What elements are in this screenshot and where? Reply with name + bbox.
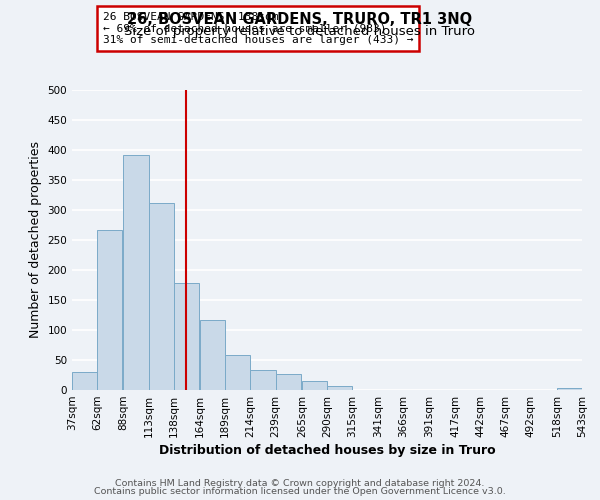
Bar xyxy=(225,355,250,390)
X-axis label: Distribution of detached houses by size in Truro: Distribution of detached houses by size … xyxy=(158,444,496,457)
Bar xyxy=(97,230,122,390)
Bar xyxy=(327,386,352,390)
Bar xyxy=(557,388,582,390)
Text: 26, BOSVEAN GARDENS, TRURO, TR1 3NQ: 26, BOSVEAN GARDENS, TRURO, TR1 3NQ xyxy=(127,12,473,28)
Text: Contains public sector information licensed under the Open Government Licence v3: Contains public sector information licen… xyxy=(94,487,506,496)
Bar xyxy=(250,370,275,390)
Bar xyxy=(275,374,301,390)
Text: Size of property relative to detached houses in Truro: Size of property relative to detached ho… xyxy=(125,25,476,38)
Bar xyxy=(124,156,149,390)
Bar xyxy=(302,381,327,390)
Text: 26 BOSVEAN GARDENS: 138sqm
← 69% of detached houses are smaller (983)
31% of sem: 26 BOSVEAN GARDENS: 138sqm ← 69% of deta… xyxy=(103,12,413,45)
Bar xyxy=(72,372,97,390)
Text: Contains HM Land Registry data © Crown copyright and database right 2024.: Contains HM Land Registry data © Crown c… xyxy=(115,478,485,488)
Bar xyxy=(174,283,199,390)
Y-axis label: Number of detached properties: Number of detached properties xyxy=(29,142,42,338)
Bar xyxy=(200,320,225,390)
Bar xyxy=(149,204,174,390)
